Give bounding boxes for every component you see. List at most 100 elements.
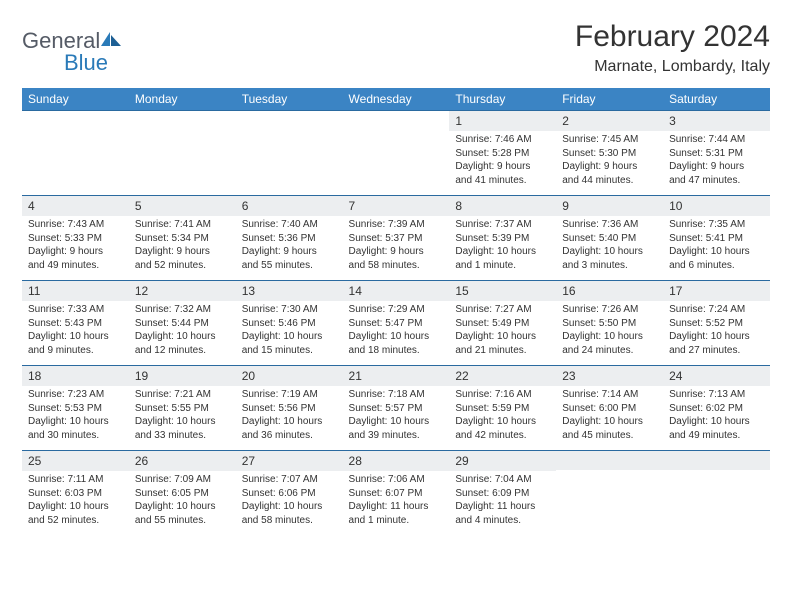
calendar-week-row: 11Sunrise: 7:33 AMSunset: 5:43 PMDayligh… [22,281,770,366]
sunrise-text: Sunrise: 7:18 AM [349,388,444,402]
sunrise-text: Sunrise: 7:43 AM [28,218,123,232]
daylight-text-2: and 47 minutes. [669,174,764,188]
day-data: Sunrise: 7:46 AMSunset: 5:28 PMDaylight:… [449,131,556,191]
calendar-week-row: 25Sunrise: 7:11 AMSunset: 6:03 PMDayligh… [22,451,770,536]
day-data: Sunrise: 7:23 AMSunset: 5:53 PMDaylight:… [22,386,129,446]
sunset-text: Sunset: 5:46 PM [242,317,337,331]
weekday-tuesday: Tuesday [236,88,343,111]
daylight-text-2: and 1 minute. [349,514,444,528]
sunrise-text: Sunrise: 7:33 AM [28,303,123,317]
daylight-text-1: Daylight: 11 hours [349,500,444,514]
sunset-text: Sunset: 5:49 PM [455,317,550,331]
calendar-cell [343,111,450,196]
calendar-cell: 14Sunrise: 7:29 AMSunset: 5:47 PMDayligh… [343,281,450,366]
weekday-thursday: Thursday [449,88,556,111]
daylight-text-1: Daylight: 9 hours [455,160,550,174]
weekday-wednesday: Wednesday [343,88,450,111]
day-number: 12 [129,281,236,301]
sunrise-text: Sunrise: 7:45 AM [562,133,657,147]
sunrise-text: Sunrise: 7:32 AM [135,303,230,317]
calendar-cell: 16Sunrise: 7:26 AMSunset: 5:50 PMDayligh… [556,281,663,366]
sunrise-text: Sunrise: 7:29 AM [349,303,444,317]
day-data: Sunrise: 7:35 AMSunset: 5:41 PMDaylight:… [663,216,770,276]
day-data: Sunrise: 7:16 AMSunset: 5:59 PMDaylight:… [449,386,556,446]
calendar-cell: 12Sunrise: 7:32 AMSunset: 5:44 PMDayligh… [129,281,236,366]
sunset-text: Sunset: 6:03 PM [28,487,123,501]
sunset-text: Sunset: 6:09 PM [455,487,550,501]
calendar-cell: 8Sunrise: 7:37 AMSunset: 5:39 PMDaylight… [449,196,556,281]
calendar-cell: 27Sunrise: 7:07 AMSunset: 6:06 PMDayligh… [236,451,343,536]
sunrise-text: Sunrise: 7:21 AM [135,388,230,402]
sunrise-text: Sunrise: 7:36 AM [562,218,657,232]
day-data: Sunrise: 7:40 AMSunset: 5:36 PMDaylight:… [236,216,343,276]
logo-text-2: Blue [64,50,123,76]
sunrise-text: Sunrise: 7:23 AM [28,388,123,402]
day-number: 4 [22,196,129,216]
day-number: 1 [449,111,556,131]
sunrise-text: Sunrise: 7:46 AM [455,133,550,147]
day-data: Sunrise: 7:39 AMSunset: 5:37 PMDaylight:… [343,216,450,276]
calendar-cell: 28Sunrise: 7:06 AMSunset: 6:07 PMDayligh… [343,451,450,536]
daylight-text-1: Daylight: 10 hours [242,500,337,514]
location-text: Marnate, Lombardy, Italy [575,58,770,76]
daylight-text-2: and 41 minutes. [455,174,550,188]
daylight-text-1: Daylight: 10 hours [455,245,550,259]
day-number: 22 [449,366,556,386]
day-data: Sunrise: 7:14 AMSunset: 6:00 PMDaylight:… [556,386,663,446]
daylight-text-1: Daylight: 9 hours [135,245,230,259]
daylight-text-1: Daylight: 10 hours [135,330,230,344]
sunrise-text: Sunrise: 7:41 AM [135,218,230,232]
sunrise-text: Sunrise: 7:14 AM [562,388,657,402]
day-data: Sunrise: 7:24 AMSunset: 5:52 PMDaylight:… [663,301,770,361]
calendar-cell: 2Sunrise: 7:45 AMSunset: 5:30 PMDaylight… [556,111,663,196]
weekday-header-row: Sunday Monday Tuesday Wednesday Thursday… [22,88,770,111]
calendar-cell: 29Sunrise: 7:04 AMSunset: 6:09 PMDayligh… [449,451,556,536]
daylight-text-2: and 1 minute. [455,259,550,273]
sunset-text: Sunset: 5:59 PM [455,402,550,416]
daylight-text-2: and 49 minutes. [669,429,764,443]
page-header: GeneralBlue February 2024 Marnate, Lomba… [22,20,770,76]
sunrise-text: Sunrise: 7:27 AM [455,303,550,317]
daylight-text-2: and 42 minutes. [455,429,550,443]
day-number: 10 [663,196,770,216]
title-block: February 2024 Marnate, Lombardy, Italy [575,20,770,76]
sunrise-text: Sunrise: 7:30 AM [242,303,337,317]
sunset-text: Sunset: 5:30 PM [562,147,657,161]
day-data: Sunrise: 7:44 AMSunset: 5:31 PMDaylight:… [663,131,770,191]
calendar-cell: 6Sunrise: 7:40 AMSunset: 5:36 PMDaylight… [236,196,343,281]
sunset-text: Sunset: 5:43 PM [28,317,123,331]
sunrise-text: Sunrise: 7:11 AM [28,473,123,487]
daylight-text-2: and 58 minutes. [242,514,337,528]
day-data: Sunrise: 7:36 AMSunset: 5:40 PMDaylight:… [556,216,663,276]
sunset-text: Sunset: 5:36 PM [242,232,337,246]
daylight-text-1: Daylight: 10 hours [455,330,550,344]
sunrise-text: Sunrise: 7:09 AM [135,473,230,487]
calendar-cell [22,111,129,196]
day-data: Sunrise: 7:33 AMSunset: 5:43 PMDaylight:… [22,301,129,361]
daylight-text-2: and 15 minutes. [242,344,337,358]
calendar-cell: 26Sunrise: 7:09 AMSunset: 6:05 PMDayligh… [129,451,236,536]
daylight-text-1: Daylight: 10 hours [349,330,444,344]
daylight-text-2: and 21 minutes. [455,344,550,358]
calendar-cell: 10Sunrise: 7:35 AMSunset: 5:41 PMDayligh… [663,196,770,281]
daylight-text-1: Daylight: 10 hours [669,245,764,259]
day-data: Sunrise: 7:45 AMSunset: 5:30 PMDaylight:… [556,131,663,191]
sunset-text: Sunset: 5:47 PM [349,317,444,331]
day-number: 19 [129,366,236,386]
calendar-cell: 23Sunrise: 7:14 AMSunset: 6:00 PMDayligh… [556,366,663,451]
daylight-text-2: and 36 minutes. [242,429,337,443]
calendar-cell [663,451,770,536]
daylight-text-1: Daylight: 10 hours [135,415,230,429]
daylight-text-1: Daylight: 9 hours [669,160,764,174]
day-number: 21 [343,366,450,386]
sunrise-text: Sunrise: 7:26 AM [562,303,657,317]
day-number: 5 [129,196,236,216]
daylight-text-2: and 9 minutes. [28,344,123,358]
calendar-body: 1Sunrise: 7:46 AMSunset: 5:28 PMDaylight… [22,111,770,536]
day-number: 15 [449,281,556,301]
sunset-text: Sunset: 5:28 PM [455,147,550,161]
day-number: 3 [663,111,770,131]
sunrise-text: Sunrise: 7:04 AM [455,473,550,487]
day-number: 13 [236,281,343,301]
day-number: 8 [449,196,556,216]
